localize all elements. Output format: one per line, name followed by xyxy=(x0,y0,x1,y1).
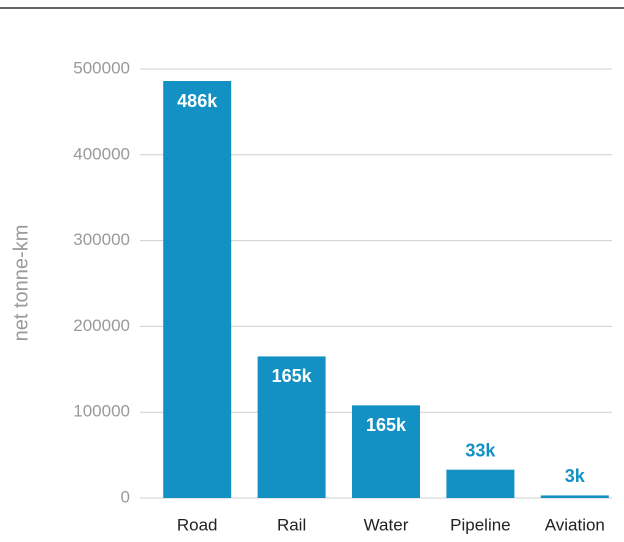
x-tick-label: Rail xyxy=(277,515,306,534)
bar xyxy=(352,405,420,498)
y-tick-label: 100000 xyxy=(73,402,130,421)
y-tick-label: 0 xyxy=(121,487,130,506)
value-label: 3k xyxy=(565,466,586,486)
value-label: 33k xyxy=(465,440,496,460)
x-tick-label: Aviation xyxy=(545,515,605,534)
value-label: 486k xyxy=(177,91,218,111)
x-tick-label: Road xyxy=(177,515,218,534)
y-tick-label: 400000 xyxy=(73,144,130,163)
x-tick-label: Water xyxy=(364,515,409,534)
value-label: 165k xyxy=(366,415,407,435)
value-label: 165k xyxy=(272,366,313,386)
x-tick-label: Pipeline xyxy=(450,515,511,534)
y-tick-label: 500000 xyxy=(73,58,130,77)
bar xyxy=(540,495,609,498)
y-axis-label: net tonne-km xyxy=(10,225,32,342)
bar xyxy=(446,469,515,498)
bar xyxy=(257,356,326,498)
y-tick-label: 300000 xyxy=(73,230,130,249)
y-tick-label: 200000 xyxy=(73,316,130,335)
bar xyxy=(163,81,232,499)
